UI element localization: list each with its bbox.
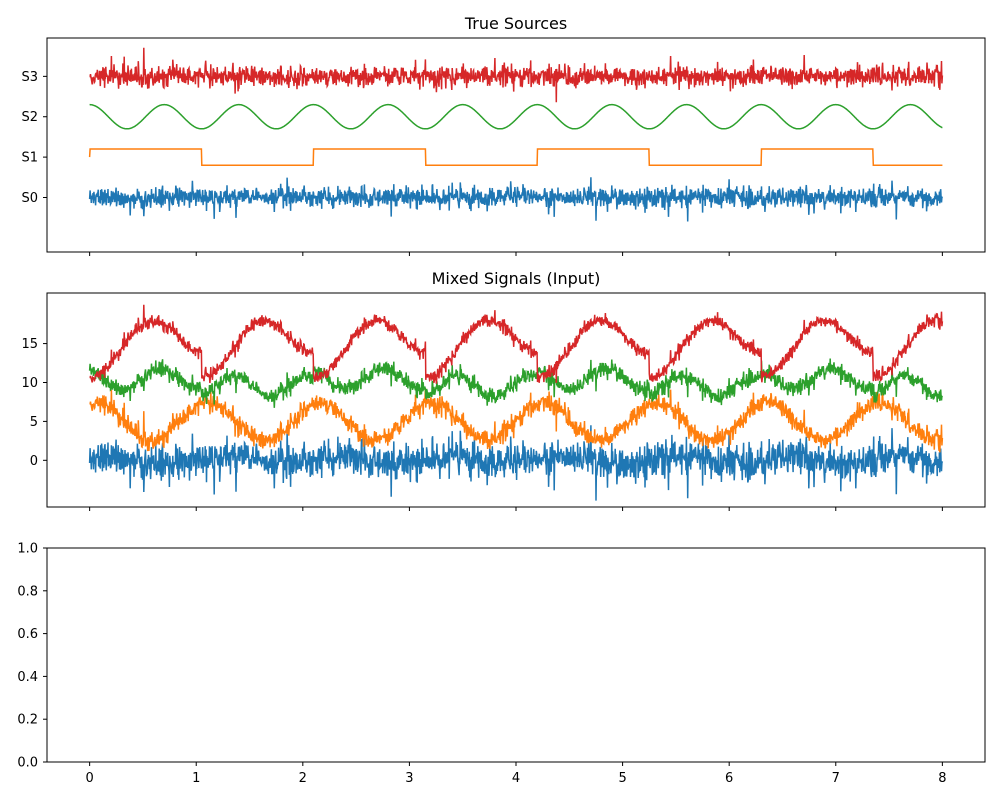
xtick-label: 1 xyxy=(192,771,200,786)
xtick-label: 4 xyxy=(512,771,520,786)
series-line-1 xyxy=(88,148,943,166)
ytick-label: S2 xyxy=(21,110,38,125)
series-line-3 xyxy=(89,304,944,384)
ytick-label: 10 xyxy=(21,376,38,391)
ytick-label: S1 xyxy=(21,151,38,166)
ytick-label: 0.4 xyxy=(17,670,38,685)
ytick-label: 0.2 xyxy=(17,713,38,728)
xtick-label: 8 xyxy=(938,771,946,786)
series-line-1 xyxy=(89,387,944,453)
ytick-label: 0.8 xyxy=(17,584,38,599)
ytick-label: 0.0 xyxy=(17,756,38,771)
panel-1: True Sources S0 S1 S2 S3 xyxy=(21,14,986,256)
panel-title: Mixed Signals (Input) xyxy=(432,269,601,288)
ytick-label: S3 xyxy=(21,70,38,85)
series-line-2 xyxy=(88,358,944,408)
ytick-label: 15 xyxy=(21,337,38,352)
series-line-0 xyxy=(88,425,944,501)
axes-frame xyxy=(46,547,986,763)
xtick-label: 0 xyxy=(85,771,93,786)
xtick-label: 7 xyxy=(832,771,840,786)
ytick-label: 0 xyxy=(30,454,38,469)
ytick-label: 5 xyxy=(30,415,38,430)
panel-2: Mixed Signals (Input) 0 5 10 15 xyxy=(21,269,986,511)
series-line-3 xyxy=(89,47,944,103)
ytick-label: 1.0 xyxy=(17,542,38,557)
panel-3: 0.0 0.2 0.4 0.6 0.8 1.0 0 1 2 3 4 5 6 7 8 xyxy=(17,542,986,786)
xtick-label: 2 xyxy=(299,771,307,786)
xtick-label: 5 xyxy=(618,771,626,786)
series-line-2 xyxy=(89,103,943,130)
panel-title: True Sources xyxy=(464,14,567,33)
ytick-label: 0.6 xyxy=(17,627,38,642)
series-line-0 xyxy=(88,177,944,222)
xtick-label: 3 xyxy=(405,771,413,786)
ytick-label: S0 xyxy=(21,191,38,206)
xtick-label: 6 xyxy=(725,771,733,786)
